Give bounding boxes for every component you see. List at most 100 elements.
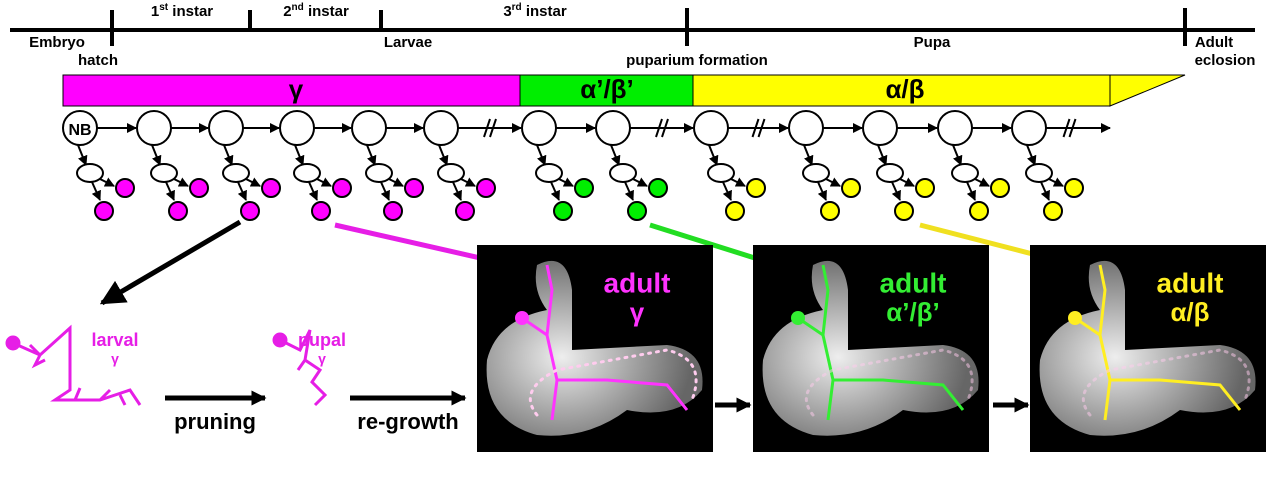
neuron-cell — [841, 178, 861, 198]
phase-label: Adult — [1195, 34, 1233, 51]
pupal-neuron — [272, 329, 328, 407]
arrow — [366, 144, 377, 166]
neuron-trace — [521, 264, 689, 421]
progenitor — [293, 163, 321, 183]
timeline — [10, 8, 1255, 46]
neuron-cell — [94, 201, 114, 221]
arrow — [536, 144, 547, 166]
neuron-cell — [189, 178, 209, 198]
arrow — [99, 177, 115, 187]
neuron-cell — [311, 201, 331, 221]
panel-label: adult — [1157, 267, 1224, 298]
neuron-cell — [476, 178, 496, 198]
progenitor — [707, 163, 735, 183]
break-mark — [483, 118, 497, 138]
step-label: pruning — [174, 409, 256, 434]
stem-cell — [693, 110, 729, 146]
larval-neuron — [5, 324, 142, 406]
arrow — [550, 181, 560, 201]
mushroom-body — [762, 260, 979, 436]
arrow — [308, 181, 318, 201]
phase-label: Pupa — [914, 34, 951, 51]
progenitor — [365, 163, 393, 183]
neuron-cell — [990, 178, 1010, 198]
stage-label: 3rd instar — [503, 0, 567, 20]
neuron-cell — [969, 201, 989, 221]
panel-label: α’/β’ — [886, 297, 940, 327]
neuron-cell — [820, 201, 840, 221]
arrow — [173, 177, 189, 187]
arrow — [730, 177, 746, 187]
arrow — [294, 144, 305, 166]
arrow — [610, 144, 621, 166]
mushroom-body — [1039, 260, 1256, 436]
soma — [1068, 311, 1082, 325]
progenitor — [150, 163, 178, 183]
bar-label: γ — [289, 74, 304, 104]
neuron-trace — [797, 264, 965, 421]
progenitor — [802, 163, 830, 183]
neuron-cell — [240, 201, 260, 221]
arrow — [899, 177, 915, 187]
progenitor — [876, 163, 904, 183]
arrow — [558, 177, 574, 187]
arrow — [891, 181, 901, 201]
stage-label: 2nd instar — [283, 0, 349, 20]
neuron-cell — [627, 201, 647, 221]
bar — [62, 74, 1186, 107]
arrow — [624, 181, 634, 201]
neuron-cell — [1064, 178, 1084, 198]
arrow — [438, 144, 449, 166]
neuron-cell — [915, 178, 935, 198]
arrow — [460, 177, 476, 187]
arrow — [77, 144, 88, 166]
neuron-cell — [383, 201, 403, 221]
arrow — [223, 144, 234, 166]
neuron-cell — [648, 178, 668, 198]
bar-label: α/β — [885, 74, 924, 104]
break-mark — [1062, 118, 1077, 138]
soma — [791, 311, 805, 325]
lobe-outline — [1081, 348, 1251, 417]
neuron-cell — [574, 178, 594, 198]
soma — [515, 311, 529, 325]
phase-label: Embryo — [29, 34, 85, 51]
neuron-cell — [168, 201, 188, 221]
bar-label: α’/β’ — [580, 74, 634, 104]
stem-cell — [937, 110, 973, 146]
neuron-cell — [1043, 201, 1063, 221]
stem-cell — [595, 110, 631, 146]
neuron-label: γ — [318, 351, 326, 367]
neuron-cell — [455, 201, 475, 221]
neuron-cell — [332, 178, 352, 198]
arrow — [380, 181, 390, 201]
neuron-label: pupal — [298, 330, 346, 350]
stem-cell — [279, 110, 315, 146]
stem-cell — [788, 110, 824, 146]
progenitor — [609, 163, 637, 183]
neuron-cell — [115, 178, 135, 198]
stem-cell — [862, 110, 898, 146]
lineage — [62, 110, 1111, 221]
arrow — [245, 177, 261, 187]
stem-cell — [423, 110, 459, 146]
stem-cell — [521, 110, 557, 146]
arrow — [722, 181, 732, 201]
arrow — [952, 144, 963, 166]
event-label: hatch — [78, 52, 118, 69]
arrow — [825, 177, 841, 187]
arrow — [388, 177, 404, 187]
arrow — [803, 144, 814, 166]
stem-cell — [62, 110, 98, 146]
neuron-label: γ — [111, 351, 119, 367]
neuron-cell — [746, 178, 766, 198]
event-label: puparium formation — [626, 52, 768, 69]
neuron-cell — [725, 201, 745, 221]
arrow — [877, 144, 888, 166]
neuron-cell — [261, 178, 281, 198]
step-label: re-growth — [357, 409, 458, 434]
stem-cell — [136, 110, 172, 146]
progenitor — [76, 163, 104, 183]
